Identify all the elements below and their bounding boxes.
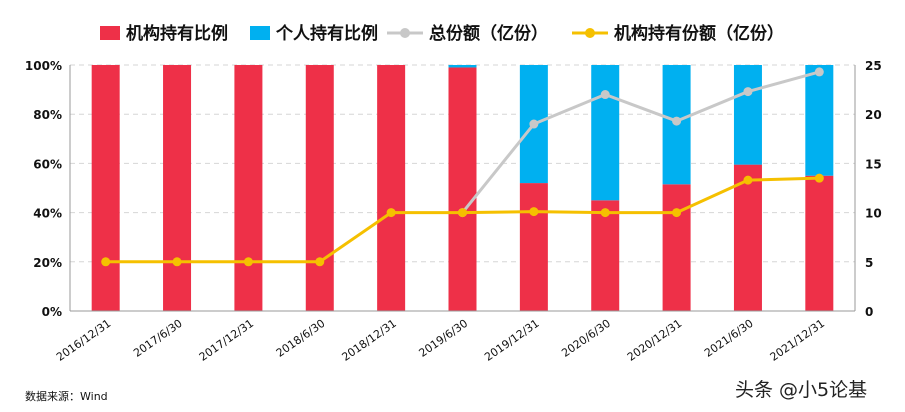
legend-swatch	[100, 26, 120, 40]
y-left-tick-label: 100%	[25, 59, 62, 73]
y-left-tick-label: 20%	[33, 256, 62, 270]
y-right-tick-label: 10	[865, 207, 882, 221]
institution-shares-point	[386, 208, 396, 218]
y-right-tick-label: 0	[865, 305, 873, 319]
x-axis: 2016/12/31 2017/6/30 2017/12/31 2018/6/30 20…	[54, 317, 827, 364]
legend: 机构持有比例 个人持有比例 总份额（亿份） 机构持有份额（亿份）	[100, 23, 784, 44]
bar-institution	[662, 184, 691, 311]
y-left-tick-label: 80%	[33, 108, 62, 122]
x-tick-label: 2019/6/30	[417, 317, 471, 360]
bar-institution	[591, 200, 620, 311]
institution-shares-point	[814, 173, 824, 183]
institution-shares-point	[243, 257, 253, 267]
legend-label: 个人持有比例	[275, 23, 378, 44]
y-left-tick-label: 0%	[42, 305, 62, 319]
institution-shares-point	[672, 208, 682, 218]
bar-individual	[591, 65, 620, 201]
x-tick-label: 2019/12/31	[482, 317, 541, 364]
institution-shares-point	[458, 208, 467, 218]
bar-institution	[733, 164, 762, 311]
legend-label: 机构持有份额（亿份）	[614, 23, 784, 44]
institution-shares-point	[172, 257, 182, 267]
data-source: 数据来源：Wind	[25, 389, 108, 403]
bar-institution	[234, 65, 263, 311]
y-right-axis: 0 5 10 15 20 25	[865, 59, 882, 319]
y-right-tick-label: 25	[865, 59, 882, 73]
legend-marker	[585, 28, 595, 38]
bar-individual	[733, 65, 762, 165]
legend-label: 机构持有比例	[126, 23, 228, 44]
legend-label: 总份额（亿份）	[429, 23, 548, 44]
x-tick-label: 2020/12/31	[625, 317, 684, 364]
total-shares-point	[600, 90, 610, 100]
total-shares-point	[529, 119, 539, 129]
x-tick-label: 2017/12/31	[197, 317, 256, 364]
y-left-axis: 0% 20% 40% 60% 80% 100%	[25, 59, 62, 319]
institution-shares-point	[315, 257, 325, 267]
bar-individual	[805, 65, 834, 176]
watermark: 头条 @小5论基	[735, 379, 867, 401]
y-right-tick-label: 15	[865, 157, 882, 171]
bars	[91, 65, 834, 312]
x-tick-label: 2021/12/31	[768, 317, 827, 364]
axes	[69, 65, 856, 312]
y-left-tick-label: 60%	[33, 157, 62, 171]
x-tick-label: 2018/12/31	[339, 317, 398, 364]
institution-shares-point	[101, 257, 111, 267]
total-shares-point	[672, 116, 682, 126]
institution-shares-point	[743, 175, 753, 185]
bar-institution	[805, 175, 834, 311]
institution-shares-point	[529, 207, 539, 217]
total-shares-point	[743, 87, 753, 97]
x-tick-label: 2016/12/31	[54, 317, 113, 364]
x-tick-label: 2020/6/30	[559, 317, 613, 360]
total-shares-line	[461, 70, 820, 214]
y-right-tick-label: 5	[865, 256, 873, 270]
total-shares-point	[814, 67, 824, 77]
bar-institution	[163, 65, 192, 311]
lines	[101, 67, 824, 267]
legend-marker	[400, 28, 410, 38]
bar-institution	[519, 183, 548, 311]
bar-individual	[448, 65, 477, 68]
bar-institution	[448, 67, 477, 312]
legend-swatch	[250, 26, 270, 40]
institution-shares-point	[600, 208, 610, 218]
bar-institution	[305, 65, 334, 311]
bar-institution	[91, 65, 120, 311]
x-tick-label: 2021/6/30	[702, 317, 756, 360]
x-tick-label: 2018/6/30	[274, 317, 328, 360]
x-tick-label: 2017/6/30	[131, 317, 185, 360]
bar-institution	[377, 65, 406, 311]
y-right-tick-label: 20	[865, 108, 882, 122]
y-left-tick-label: 40%	[33, 207, 62, 221]
